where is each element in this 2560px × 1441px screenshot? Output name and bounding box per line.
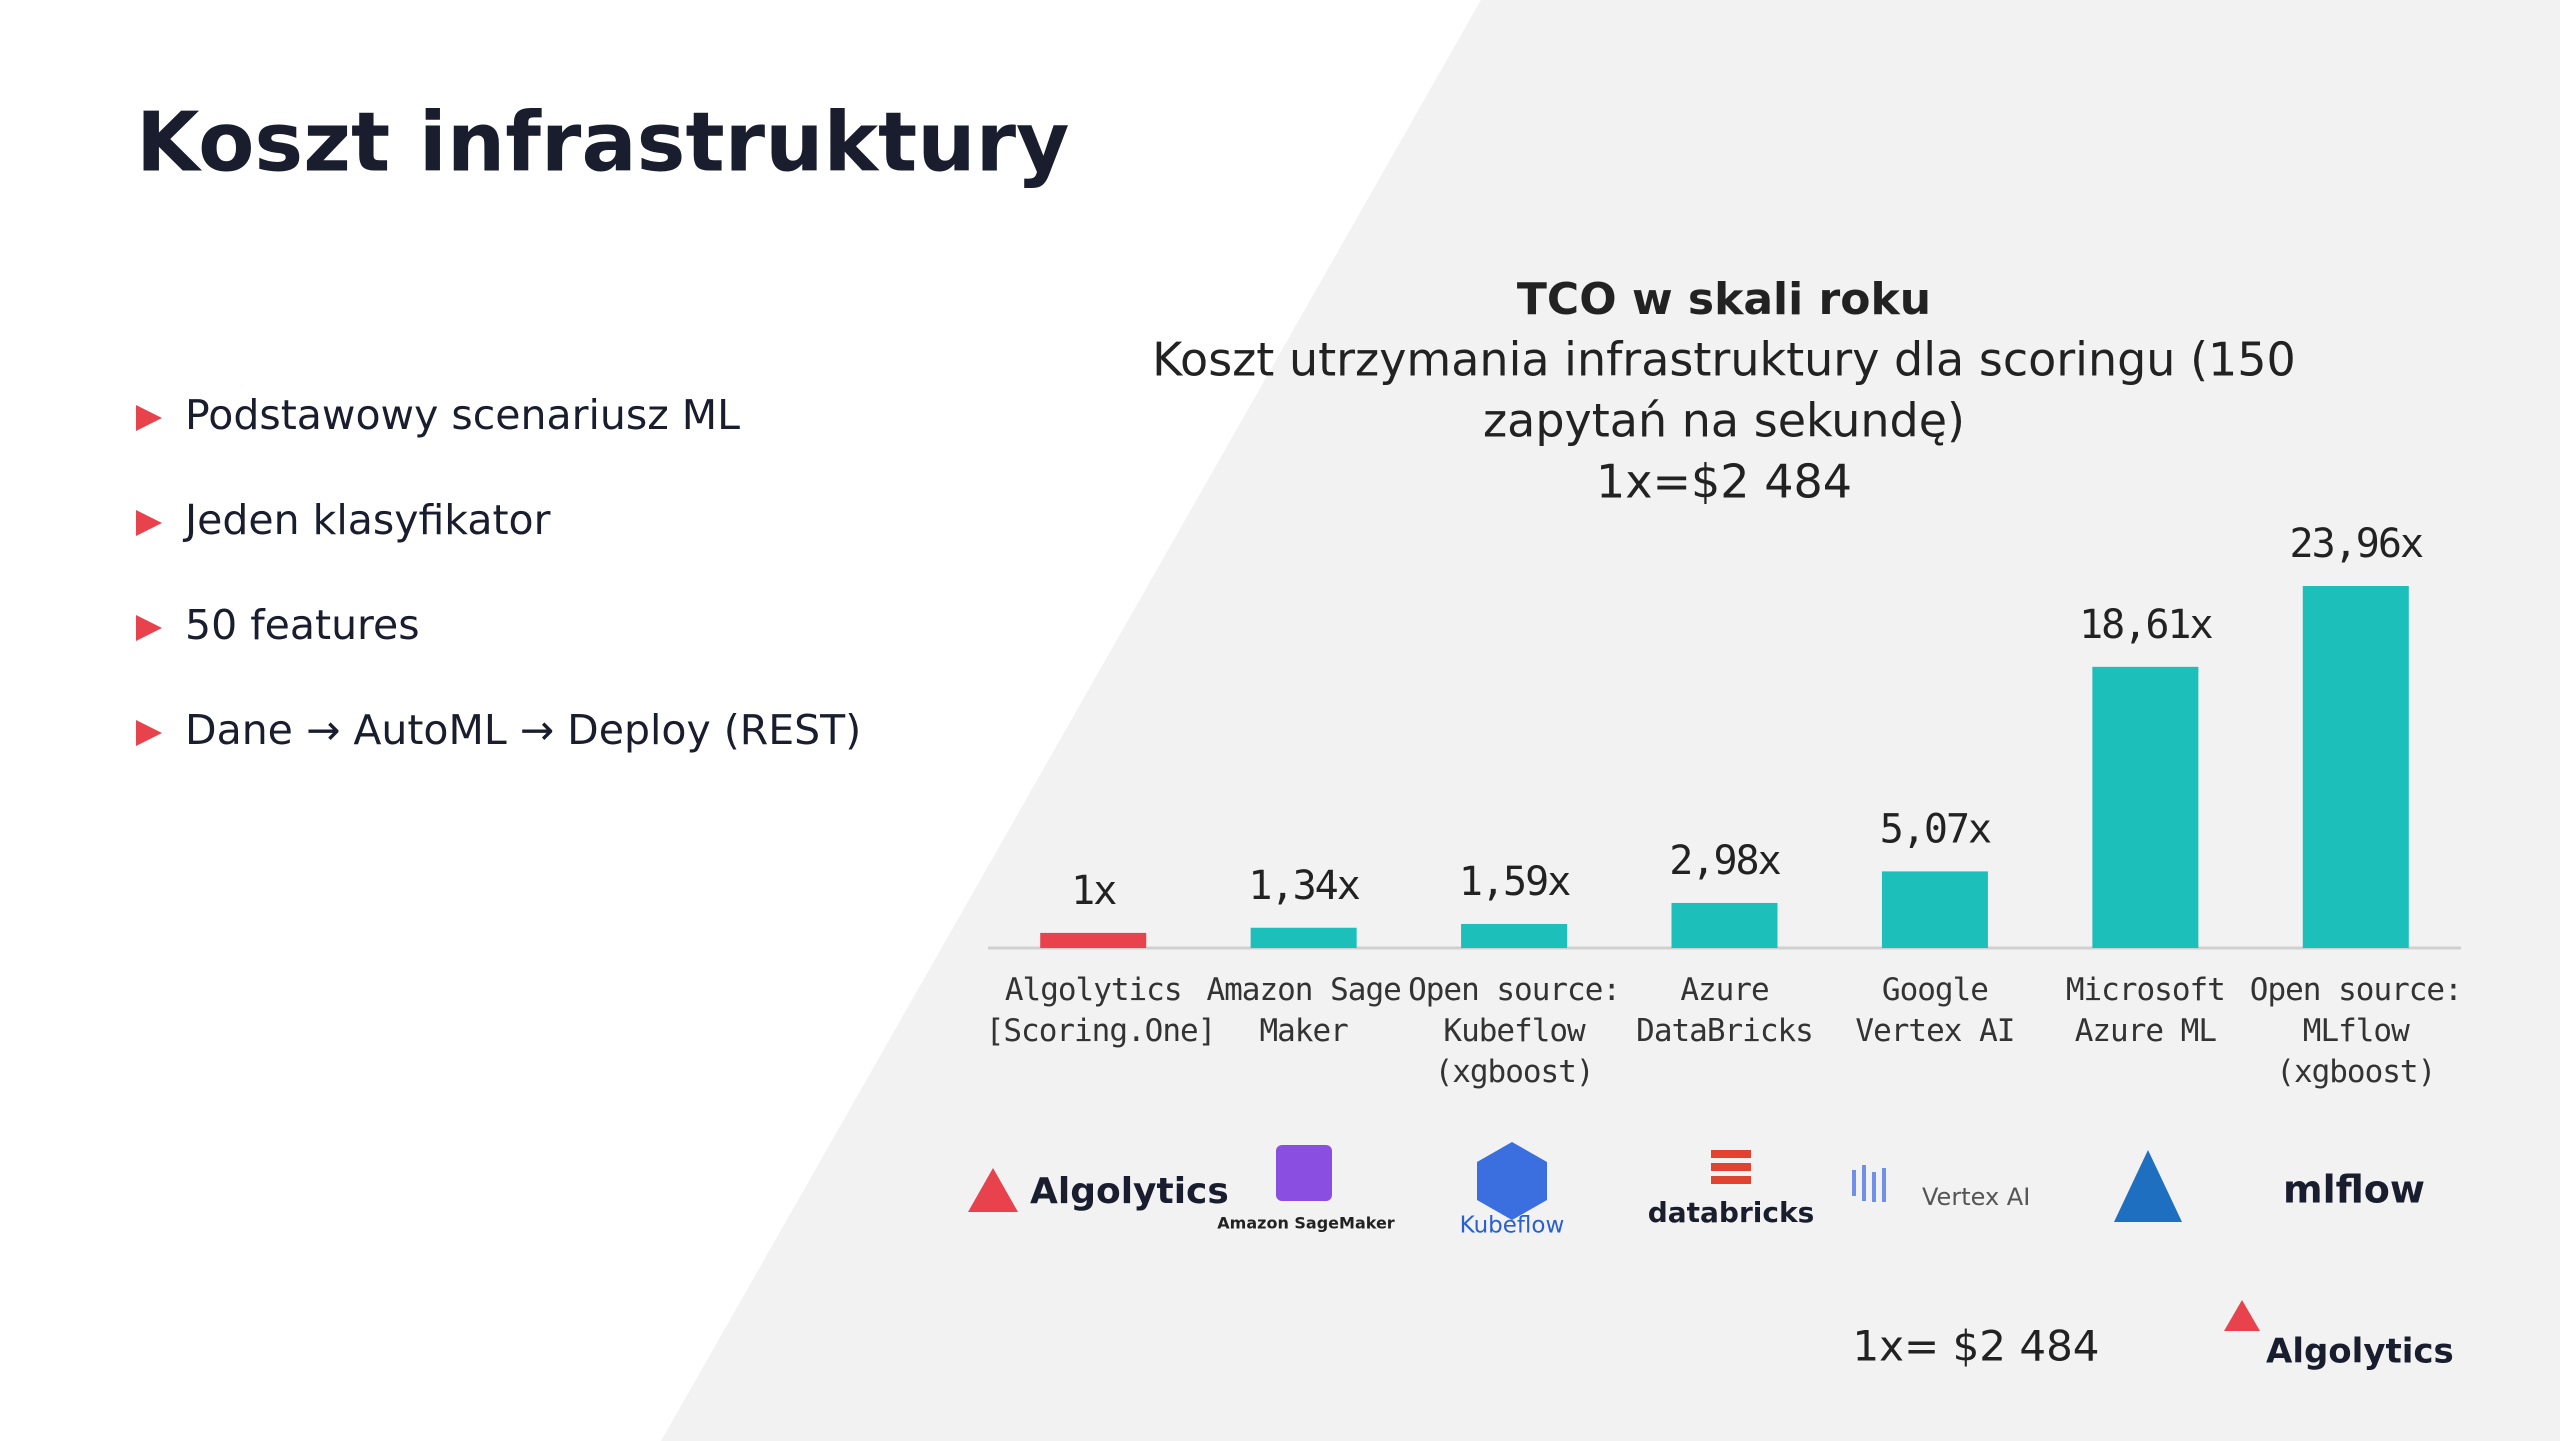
x-tick-label: Amazon Sage Maker xyxy=(1206,972,1401,1049)
logo-text: Kubeflow xyxy=(1460,1213,1565,1239)
value-label: 2,98x xyxy=(1669,838,1780,884)
value-label: 18,61x xyxy=(2079,602,2212,648)
chart-subtitle: Koszt utrzymania infrastruktury dla scor… xyxy=(1152,333,2296,509)
logo-text: mlflow xyxy=(2283,1168,2425,1212)
bar xyxy=(2092,666,2199,948)
logo-text: Algolytics xyxy=(1030,1171,1229,1212)
x-tick-label: Open source: Kubeflow (xgboost) xyxy=(1408,972,1621,1090)
logo-icon xyxy=(2224,1300,2260,1331)
bar xyxy=(1671,902,1778,948)
bar xyxy=(1040,932,1147,948)
x-tick-label: Open source: MLflow (xgboost) xyxy=(2249,972,2463,1090)
bullet-text: Podstawowy scenariusz ML xyxy=(185,391,740,439)
logo-icon xyxy=(2114,1150,2182,1222)
value-label: 5,07x xyxy=(1880,806,1991,852)
value-label: 1x xyxy=(1071,868,1116,914)
logo-text: Amazon SageMaker xyxy=(1217,1214,1395,1233)
bullet-marker xyxy=(136,405,162,431)
background-shape xyxy=(661,0,2560,1441)
slide-title: Koszt infrastruktury xyxy=(136,95,1069,190)
value-label: 1,34x xyxy=(1248,863,1359,909)
bar xyxy=(1881,871,1988,948)
logo-icon xyxy=(1852,1165,1886,1202)
bar xyxy=(1250,927,1357,948)
chart-title: TCO w skali roku xyxy=(1517,274,1931,325)
x-tick-label: Algolytics [Scoring.One] xyxy=(985,972,1217,1049)
chart-subtitle-line: Koszt utrzymania infrastruktury dla scor… xyxy=(1152,333,2296,387)
bar xyxy=(1461,923,1568,948)
bullet-text: 50 features xyxy=(185,601,420,649)
x-tick-label: Azure DataBricks xyxy=(1636,972,1814,1049)
logo-icon xyxy=(968,1168,1018,1212)
chart-subtitle-line: zapytań na sekundę) xyxy=(1483,394,1965,448)
logo-text: Vertex AI xyxy=(1922,1183,2030,1211)
bullet-marker xyxy=(136,615,162,641)
logo-icon xyxy=(1477,1142,1547,1220)
chart-subtitle-line: 1x=$2 484 xyxy=(1596,455,1852,509)
value-label: 23,96x xyxy=(2290,521,2423,567)
footer-note: 1x= $2 484 xyxy=(1852,1322,2099,1371)
chart-plot: 1x 1,34x 1,59x 2,98x 5,07x 18,61x 23,96x xyxy=(1040,521,2425,948)
value-label: 1,59x xyxy=(1459,859,1570,905)
bullet-text: Dane → AutoML → Deploy (REST) xyxy=(185,706,861,754)
bullet-marker xyxy=(136,720,162,746)
footer-brand: Algolytics xyxy=(2266,1332,2454,1372)
bullet-text: Jeden klasyfikator xyxy=(182,496,551,544)
bar xyxy=(2302,586,2409,948)
x-tick-label: Google Vertex AI xyxy=(1855,972,2015,1049)
logo-icon xyxy=(1276,1145,1332,1201)
logo-text: databricks xyxy=(1648,1196,1815,1229)
x-tick-label: Microsoft Azure ML xyxy=(2065,972,2226,1049)
bullet-list: Podstawowy scenariusz ML Jeden klasyfikat… xyxy=(136,391,861,754)
logo-icon xyxy=(1711,1150,1751,1184)
bullet-marker xyxy=(136,510,162,536)
